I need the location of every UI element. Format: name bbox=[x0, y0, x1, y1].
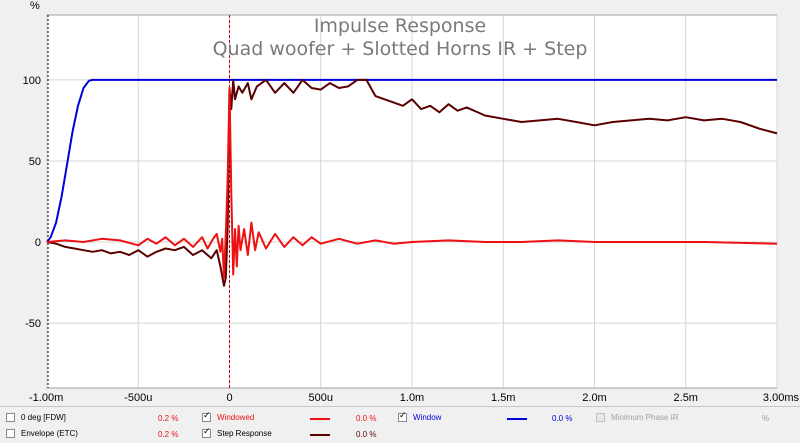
impulse-response-chart[interactable]: % -1.00m -500u 0 500u 1.0m 1.5m 2.0m 2.5m 3.00ms… bbox=[0, 0, 800, 406]
x-tick-label: 2.5m bbox=[674, 392, 698, 404]
x-tick-label: 0 bbox=[226, 392, 232, 404]
legend-swatch-windowed bbox=[310, 418, 330, 420]
legend-item-minimum-phase-ir[interactable]: Minimum Phase IR bbox=[596, 410, 679, 424]
legend-label: Windowed bbox=[217, 412, 255, 422]
checkbox-disabled-icon[interactable] bbox=[596, 412, 605, 422]
y-tick-label: 0 bbox=[35, 237, 41, 249]
y-tick-label: 100 bbox=[23, 75, 41, 87]
x-tick-label: 1.5m bbox=[491, 392, 515, 404]
series-line-step-response bbox=[46, 78, 778, 287]
legend-value: 0.0 % bbox=[552, 414, 573, 423]
legend-item-windowed[interactable]: Windowed bbox=[202, 410, 254, 424]
legend-value: 0.2 % bbox=[158, 414, 179, 423]
legend-item-window[interactable]: Window bbox=[398, 410, 441, 424]
legend-label: 0 deg [FDW] bbox=[21, 412, 66, 422]
legend-swatch-window bbox=[507, 418, 527, 420]
series-line-windowed bbox=[46, 87, 778, 279]
legend-label: Window bbox=[413, 412, 442, 422]
legend-label: Minimum Phase IR bbox=[611, 412, 679, 422]
x-tick-label: 3.00ms bbox=[763, 392, 800, 404]
legend-item-envelope-etc[interactable]: Envelope (ETC) bbox=[6, 426, 78, 440]
legend-label: Envelope (ETC) bbox=[21, 428, 78, 438]
y-tick-label: 50 bbox=[29, 156, 41, 168]
legend-panel: 0 deg [FDW] 0.2 % Envelope (ETC) 0.2 % W… bbox=[0, 406, 800, 443]
legend-value: % bbox=[762, 414, 770, 423]
legend-value: 0.0 % bbox=[356, 414, 377, 423]
x-axis-ticks: -1.00m -500u 0 500u 1.0m 1.5m 2.0m 2.5m 3.00ms bbox=[29, 392, 799, 404]
checkbox-checked-icon[interactable] bbox=[202, 411, 211, 422]
y-tick-label: -50 bbox=[25, 318, 41, 330]
checkbox-checked-icon[interactable] bbox=[202, 427, 211, 438]
series-lines bbox=[46, 78, 778, 287]
legend-item-0-deg-fdw[interactable]: 0 deg [FDW] bbox=[6, 410, 66, 424]
chart-title: Impulse Response bbox=[314, 15, 486, 37]
legend-value: 0.2 % bbox=[158, 430, 179, 439]
y-unit-label: % bbox=[30, 0, 40, 12]
x-tick-label: 2.0m bbox=[582, 392, 606, 404]
checkbox-icon[interactable] bbox=[6, 412, 15, 422]
series-line-window bbox=[46, 78, 777, 243]
checkbox-checked-icon[interactable] bbox=[398, 411, 407, 422]
checkbox-icon[interactable] bbox=[6, 428, 15, 438]
x-tick-label: -1.00m bbox=[29, 392, 63, 404]
legend-item-step-response[interactable]: Step Response bbox=[202, 426, 272, 440]
x-tick-label: 1.0m bbox=[400, 392, 424, 404]
legend-label: Step Response bbox=[217, 428, 272, 438]
y-axis-ticks: -50 0 50 100 bbox=[23, 75, 41, 330]
legend-swatch-step-response bbox=[310, 434, 330, 436]
x-tick-label: 500u bbox=[309, 392, 333, 404]
x-tick-label: -500u bbox=[124, 392, 152, 404]
legend-value: 0.0 % bbox=[356, 430, 377, 439]
chart-subtitle: Quad woofer + Slotted Horns IR + Step bbox=[213, 38, 588, 60]
